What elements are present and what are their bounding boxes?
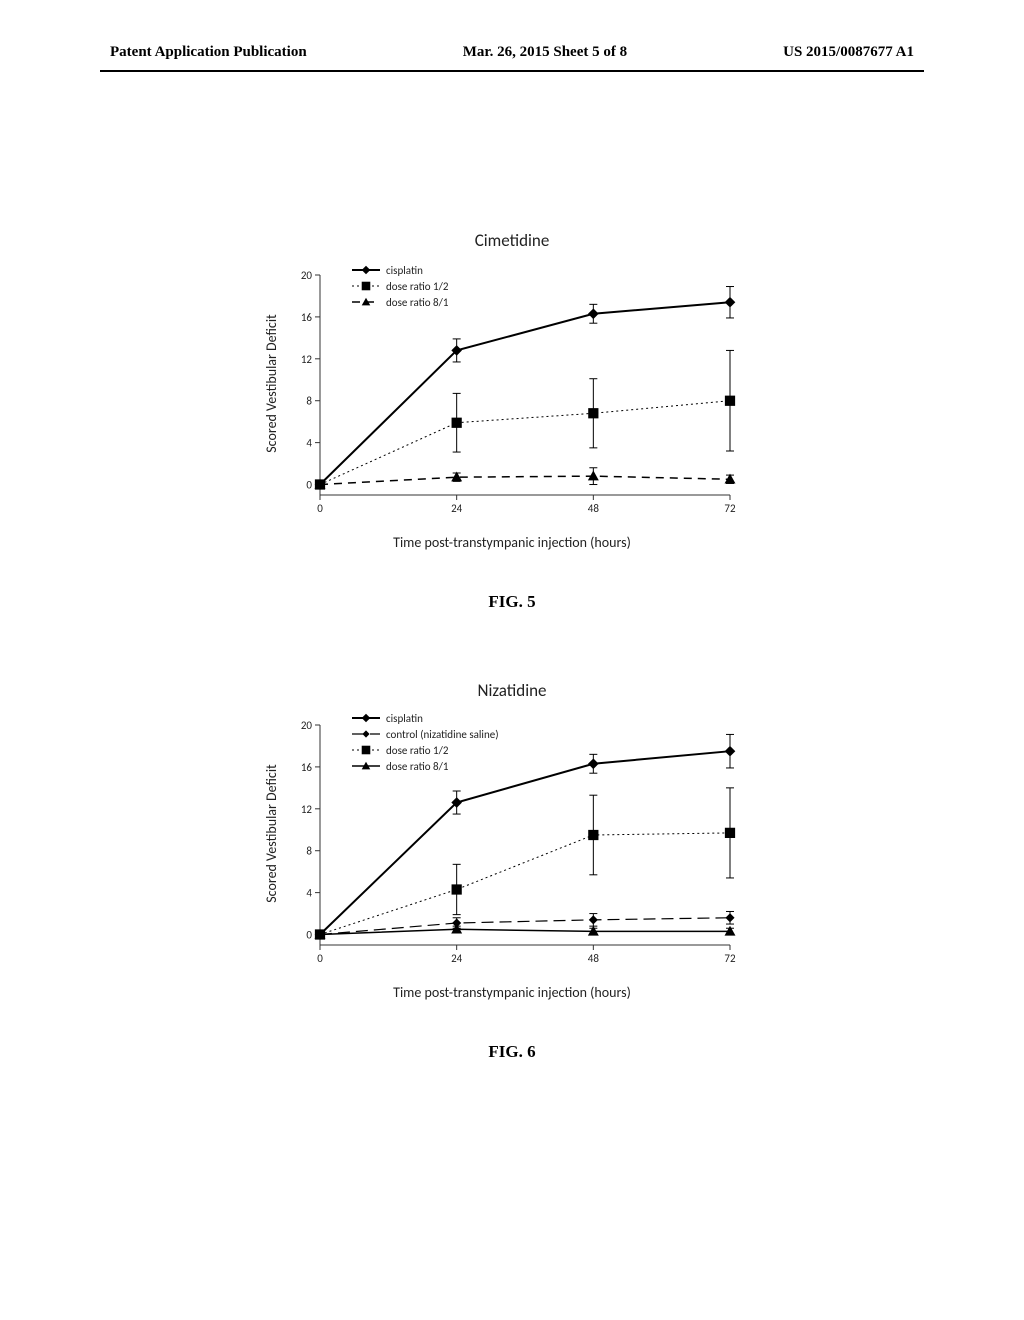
figure-fig5: Cimetidine0244872048121620cisplatindose … <box>0 230 1024 612</box>
svg-text:12: 12 <box>301 803 313 816</box>
chart-plot: 0244872048121620cisplatindose ratio 1/2d… <box>272 255 752 530</box>
chart-title: Nizatidine <box>272 680 752 701</box>
svg-text:72: 72 <box>724 952 736 965</box>
svg-text:cisplatin: cisplatin <box>386 712 423 725</box>
svg-text:0: 0 <box>317 952 323 965</box>
svg-text:dose ratio 1/2: dose ratio 1/2 <box>386 744 449 757</box>
svg-text:4: 4 <box>306 437 312 450</box>
figure-caption: FIG. 6 <box>0 1042 1024 1062</box>
svg-text:20: 20 <box>301 719 313 732</box>
svg-text:cisplatin: cisplatin <box>386 264 423 277</box>
figure-fig6: Nizatidine0244872048121620cisplatincontr… <box>0 680 1024 1062</box>
svg-text:4: 4 <box>306 887 312 900</box>
header-right: US 2015/0087677 A1 <box>783 44 914 61</box>
page-header: Patent Application Publication Mar. 26, … <box>0 44 1024 61</box>
svg-text:dose ratio 8/1: dose ratio 8/1 <box>386 760 449 773</box>
svg-text:12: 12 <box>301 353 313 366</box>
figure-caption: FIG. 5 <box>0 592 1024 612</box>
svg-text:0: 0 <box>306 929 312 942</box>
header-left: Patent Application Publication <box>110 44 307 61</box>
svg-text:0: 0 <box>306 479 312 492</box>
chart-wrap: Nizatidine0244872048121620cisplatincontr… <box>272 680 752 1001</box>
svg-text:24: 24 <box>451 952 463 965</box>
y-axis-label: Scored Vestibular Deficit <box>263 764 280 903</box>
chart-title: Cimetidine <box>272 230 752 251</box>
y-axis-label: Scored Vestibular Deficit <box>263 314 280 453</box>
chart-wrap: Cimetidine0244872048121620cisplatindose … <box>272 230 752 551</box>
svg-text:48: 48 <box>588 952 600 965</box>
svg-text:16: 16 <box>301 311 313 324</box>
chart-svg: 0244872048121620cisplatincontrol (nizati… <box>272 705 752 975</box>
svg-text:8: 8 <box>306 845 312 858</box>
svg-text:20: 20 <box>301 269 313 282</box>
svg-text:8: 8 <box>306 395 312 408</box>
svg-text:dose ratio 8/1: dose ratio 8/1 <box>386 296 449 309</box>
x-axis-label: Time post-transtympanic injection (hours… <box>272 534 752 551</box>
svg-text:48: 48 <box>588 502 600 515</box>
chart-plot: 0244872048121620cisplatincontrol (nizati… <box>272 705 752 980</box>
x-axis-label: Time post-transtympanic injection (hours… <box>272 984 752 1001</box>
svg-text:16: 16 <box>301 761 313 774</box>
svg-text:72: 72 <box>724 502 736 515</box>
svg-text:dose ratio 1/2: dose ratio 1/2 <box>386 280 449 293</box>
header-rule <box>100 70 924 72</box>
svg-text:control (nizatidine saline): control (nizatidine saline) <box>386 728 499 741</box>
svg-text:0: 0 <box>317 502 323 515</box>
chart-svg: 0244872048121620cisplatindose ratio 1/2d… <box>272 255 752 525</box>
svg-text:24: 24 <box>451 502 463 515</box>
header-center: Mar. 26, 2015 Sheet 5 of 8 <box>463 44 627 61</box>
